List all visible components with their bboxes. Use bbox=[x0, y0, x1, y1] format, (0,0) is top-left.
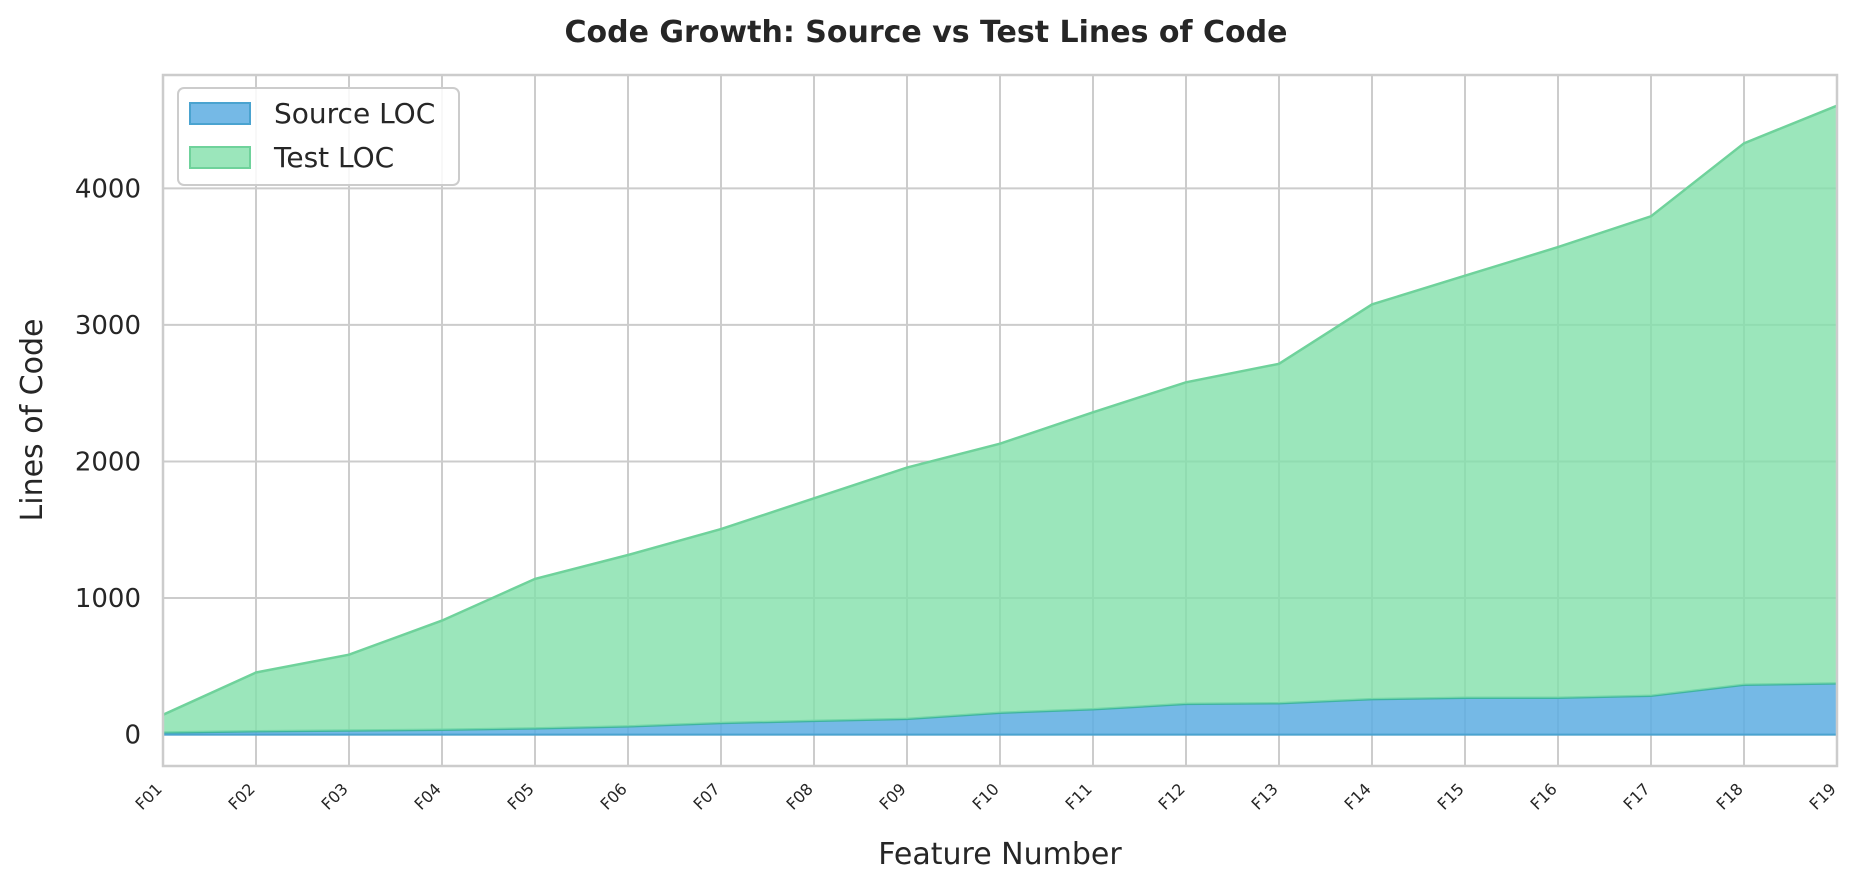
legend-label: Test LOC bbox=[273, 141, 394, 174]
x-tick-label: F16 bbox=[1526, 779, 1560, 813]
x-tick-label: F05 bbox=[503, 779, 537, 813]
y-tick-label: 3000 bbox=[75, 311, 141, 341]
x-tick-label: F07 bbox=[689, 779, 723, 813]
x-tick-label: F03 bbox=[317, 779, 351, 813]
x-tick-label: F15 bbox=[1433, 779, 1467, 813]
y-tick-label: 2000 bbox=[75, 447, 141, 477]
legend-swatch bbox=[189, 102, 251, 125]
x-tick-label: F04 bbox=[410, 779, 444, 813]
x-axis-label: Feature Number bbox=[878, 837, 1122, 872]
x-tick-label: F18 bbox=[1712, 779, 1746, 813]
x-tick-label: F08 bbox=[782, 779, 816, 813]
x-tick-label: F14 bbox=[1340, 779, 1374, 813]
x-tick-label: F10 bbox=[968, 779, 1002, 813]
plot-areas bbox=[162, 104, 1838, 736]
legend-swatch bbox=[189, 146, 251, 169]
y-axis-label: Lines of Code bbox=[15, 319, 50, 522]
y-tick-label: 1000 bbox=[75, 584, 141, 614]
x-tick-label: F06 bbox=[596, 779, 630, 813]
area-source-loc bbox=[163, 683, 1837, 735]
x-tick-labels: F01 F02 F03 F04 F05 F06 F07 F08 F09 F10 F11 F12 F13 F… bbox=[131, 779, 1839, 813]
legend: Source LOC Test LOC bbox=[177, 87, 460, 186]
x-tick-label: F11 bbox=[1061, 779, 1095, 813]
plot-frame bbox=[161, 73, 1839, 768]
y-tick-labels: 0 1000 2000 3000 4000 bbox=[75, 174, 141, 750]
x-tick-label: F19 bbox=[1805, 779, 1839, 813]
x-tick-label: F17 bbox=[1619, 779, 1653, 813]
y-tick-label: 0 bbox=[124, 721, 141, 751]
area-test-loc bbox=[163, 105, 1837, 733]
x-tick-label: F01 bbox=[131, 779, 165, 813]
chart-title: Code Growth: Source vs Test Lines of Cod… bbox=[564, 15, 1287, 50]
x-tick-label: F13 bbox=[1247, 779, 1281, 813]
x-tick-label: F02 bbox=[224, 779, 258, 813]
line-test-loc bbox=[162, 104, 1838, 716]
y-tick-label: 4000 bbox=[75, 174, 141, 204]
x-tick-label: F09 bbox=[875, 779, 909, 813]
x-tick-label: F12 bbox=[1154, 779, 1188, 813]
legend-label: Source LOC bbox=[274, 97, 435, 130]
